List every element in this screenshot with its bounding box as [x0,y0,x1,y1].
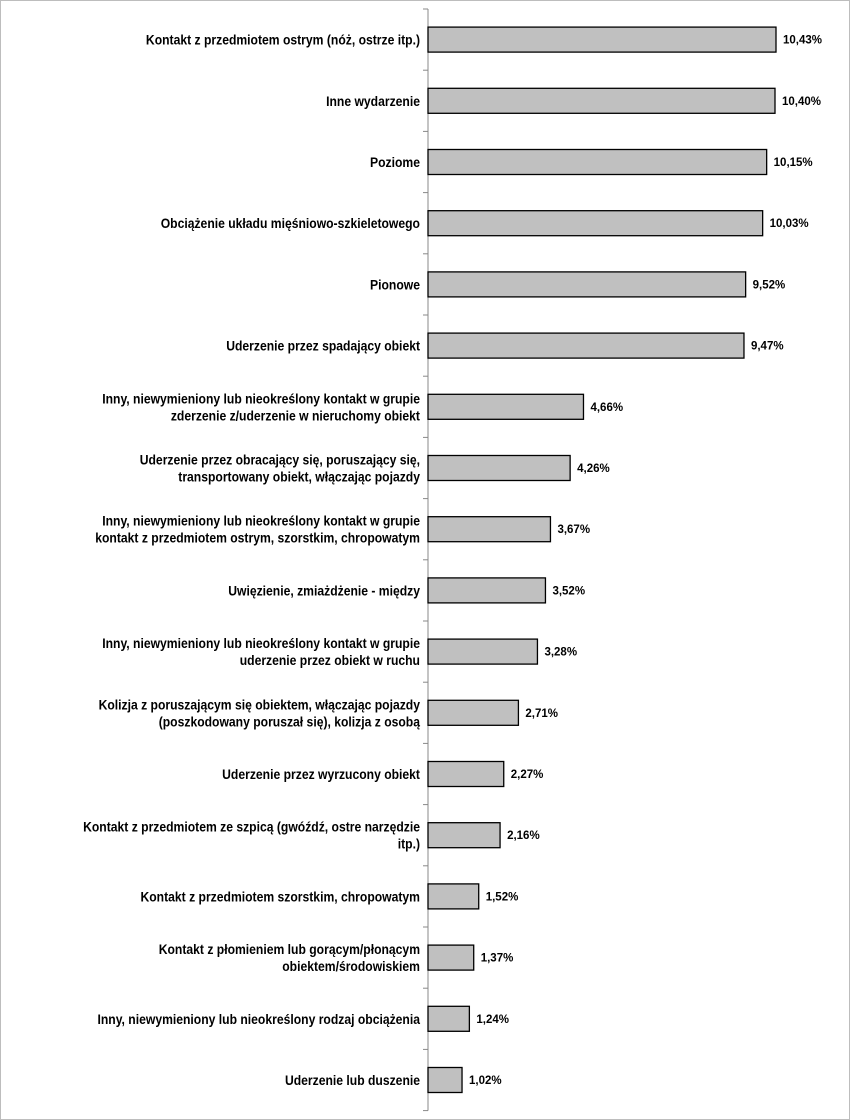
category-label: Obciążenie układu mięśniowo-szkieletoweg… [161,216,420,231]
category-label: Kontakt z płomieniem lub gorącym/płonący… [159,942,420,957]
category-label: Kontakt z przedmiotem ostrym (nóż, ostrz… [146,33,420,48]
data-label: 3,28% [544,647,577,659]
category-label: transportowany obiekt, włączając pojazdy [178,470,420,485]
category-label: Pionowe [370,277,420,292]
data-label: 1,02% [469,1075,502,1087]
data-label: 10,03% [770,218,809,230]
category-label: Inne wydarzenie [326,94,420,109]
data-label: 9,47% [751,341,784,353]
data-label: 1,52% [486,891,519,903]
category-label: kontakt z przedmiotem ostrym, szorstkim,… [95,531,420,546]
category-label: Inny, niewymieniony lub nieokreślony rod… [97,1012,420,1027]
category-label: Inny, niewymieniony lub nieokreślony kon… [102,514,420,529]
bar [427,638,539,665]
category-label: Poziome [370,155,420,170]
bar [427,883,480,910]
category-label: Inny, niewymieniony lub nieokreślony kon… [102,391,420,406]
bar [427,210,764,237]
data-label: 10,15% [774,157,813,169]
data-label: 2,27% [511,769,544,781]
category-label: itp.) [398,837,420,852]
bar [427,454,571,482]
category-label: Uderzenie przez obracający się, poruszaj… [140,453,420,468]
category-label: Uderzenie lub duszenie [285,1073,420,1088]
bar [427,577,547,604]
data-label: 1,24% [476,1014,509,1026]
bar [427,944,475,971]
bar [427,516,552,543]
bar [427,1005,471,1032]
category-label: obiektem/środowiskiem [282,959,420,974]
category-label: Uderzenie przez wyrzucony obiekt [222,767,420,782]
data-label: 1,37% [481,953,514,965]
bar [427,87,776,114]
bar [427,760,505,788]
bar [427,332,745,359]
data-label: 10,40% [782,96,821,108]
data-label: 9,52% [753,279,786,291]
bar [427,822,501,849]
category-label: Uwięzienie, zmiażdżenie - między [228,583,420,598]
category-label: zderzenie z/uderzenie w nieruchomy obiek… [171,408,421,423]
data-label: 3,52% [552,585,585,597]
category-label: Kontakt z przedmiotem szorstkim, chropow… [140,889,420,904]
bar [427,148,768,176]
bar [427,271,747,298]
category-label: uderzenie przez obiekt w ruchu [240,653,420,668]
data-label: 10,43% [783,35,822,47]
data-label: 4,66% [590,402,623,414]
category-label: Inny, niewymieniony lub nieokreślony kon… [102,636,420,651]
category-label: Uderzenie przez spadający obiekt [226,339,420,354]
data-label: 3,67% [557,524,590,536]
bar [427,26,777,53]
data-label: 2,71% [525,708,558,720]
bar [427,699,520,726]
category-label: Kolizja z poruszającym się obiektem, włą… [99,697,421,712]
data-label: 2,16% [507,830,540,842]
bar [427,393,585,420]
data-label: 4,26% [577,463,610,475]
category-label: (poszkodowany poruszał się), kolizja z o… [159,714,421,729]
category-label: Kontakt z przedmiotem ze szpicą (gwóźdź,… [83,820,420,835]
bar [427,1066,463,1094]
